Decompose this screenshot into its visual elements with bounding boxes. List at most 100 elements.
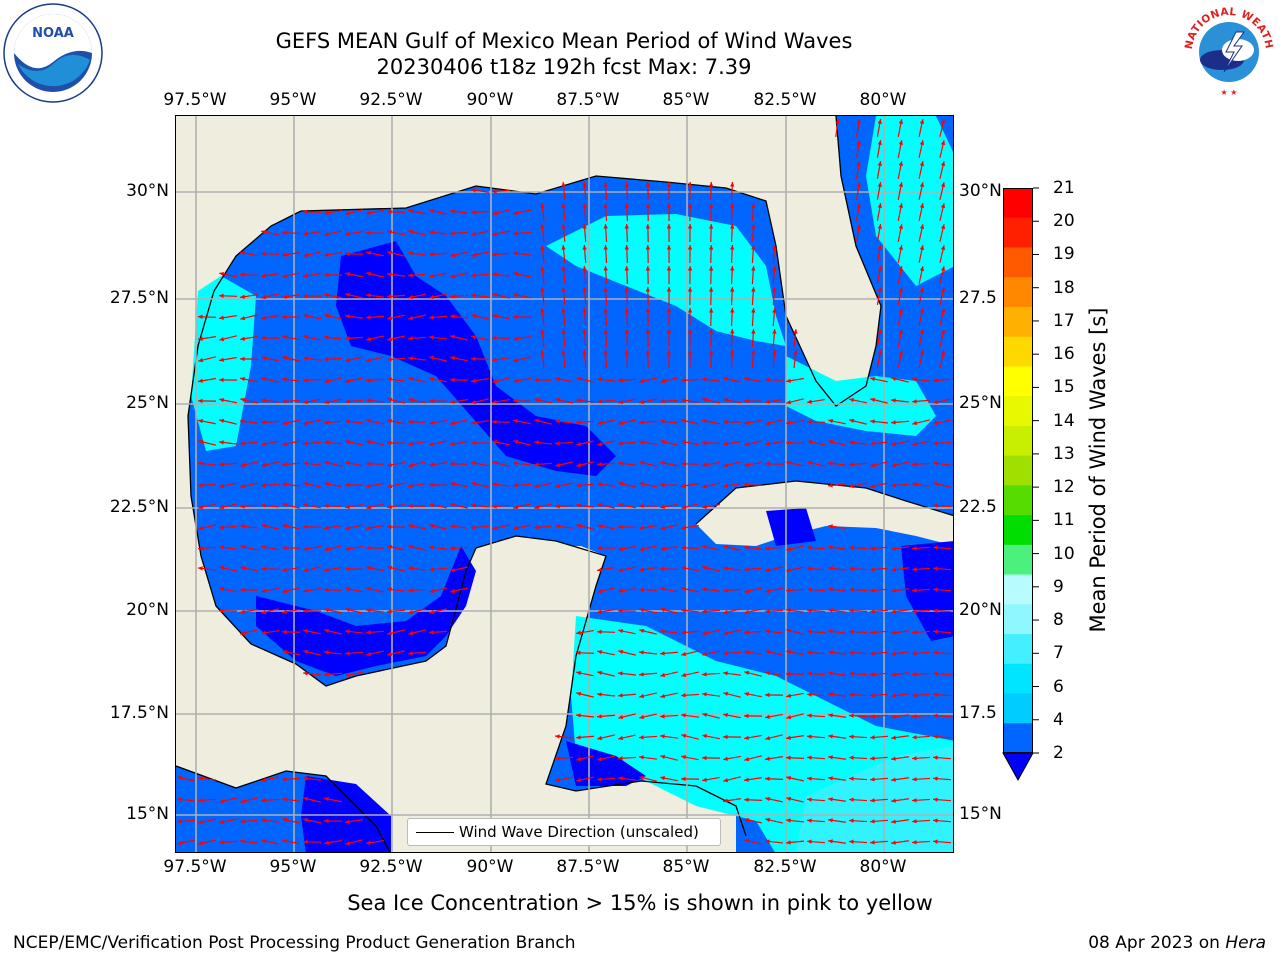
wave-direction-arrow xyxy=(911,588,931,593)
wave-direction-arrow xyxy=(660,776,678,782)
colorbar-tick-label: 21 xyxy=(1053,178,1075,198)
wave-direction-arrow xyxy=(939,119,946,137)
wave-direction-arrow xyxy=(751,244,756,264)
wave-direction-arrow xyxy=(324,313,342,320)
colorbar-swatch xyxy=(1003,544,1033,576)
wave-direction-arrow xyxy=(765,629,783,634)
wave-direction-arrow xyxy=(471,251,489,258)
wave-direction-arrow xyxy=(730,265,735,285)
wave-direction-arrow xyxy=(764,461,784,467)
wave-direction-arrow xyxy=(218,545,238,550)
wave-direction-arrow xyxy=(723,629,741,636)
wave-direction-arrow xyxy=(260,420,280,425)
wave-direction-arrow xyxy=(491,504,511,509)
wave-direction-arrow xyxy=(219,398,237,404)
wave-direction-arrow xyxy=(828,524,846,529)
wave-direction-arrow xyxy=(849,397,867,404)
wave-direction-arrow xyxy=(891,777,909,782)
wave-direction-arrow xyxy=(282,419,300,426)
wave-direction-arrow xyxy=(282,335,300,341)
period-zone-below-2 xyxy=(901,541,953,641)
wave-direction-arrow xyxy=(597,419,615,426)
wave-direction-arrow xyxy=(785,840,805,845)
wave-direction-arrow xyxy=(261,314,279,320)
wave-direction-arrow xyxy=(407,419,427,425)
wave-direction-arrow xyxy=(554,504,574,509)
wave-direction-arrow xyxy=(261,356,279,362)
wave-direction-arrow xyxy=(687,202,693,222)
wave-direction-arrow xyxy=(687,265,693,285)
wave-direction-arrow xyxy=(513,335,531,341)
wave-direction-arrow xyxy=(387,503,405,509)
wave-direction-arrow xyxy=(701,672,721,677)
wave-direction-arrow xyxy=(533,377,553,383)
wave-direction-arrow xyxy=(743,482,763,488)
wave-direction-arrow xyxy=(806,419,826,425)
wave-direction-arrow xyxy=(561,307,566,327)
wave-direction-arrow xyxy=(618,502,636,509)
wave-direction-arrow xyxy=(806,797,826,802)
wave-direction-arrow xyxy=(218,293,238,299)
wave-direction-arrow xyxy=(687,328,693,348)
wave-direction-arrow xyxy=(324,545,342,552)
wave-direction-arrow xyxy=(582,223,587,243)
wave-direction-arrow xyxy=(666,265,672,285)
wave-direction-arrow xyxy=(765,671,783,677)
wave-direction-arrow xyxy=(933,461,951,466)
wave-direction-arrow xyxy=(324,566,342,572)
wave-direction-arrow xyxy=(218,377,238,383)
wave-direction-arrow xyxy=(323,672,343,677)
wave-direction-arrow xyxy=(303,231,321,236)
wave-direction-arrow xyxy=(261,523,279,530)
wave-direction-arrow xyxy=(828,797,846,802)
wave-direction-arrow xyxy=(575,735,595,740)
wave-direction-arrow xyxy=(218,462,238,467)
wave-direction-arrow xyxy=(344,314,364,319)
wave-direction-arrow xyxy=(638,440,658,445)
wave-direction-arrow xyxy=(324,796,342,803)
wave-direction-arrow xyxy=(751,349,756,369)
wave-direction-arrow xyxy=(939,350,946,368)
wave-direction-arrow xyxy=(408,482,426,488)
wave-direction-arrow xyxy=(450,334,468,341)
wave-direction-arrow xyxy=(260,398,280,403)
wave-direction-arrow xyxy=(576,670,594,677)
wave-direction-arrow xyxy=(785,818,805,823)
wave-direction-arrow xyxy=(638,735,658,740)
wave-direction-arrow xyxy=(512,483,532,488)
wave-direction-arrow xyxy=(197,776,217,781)
wave-direction-arrow xyxy=(303,796,321,803)
wave-direction-arrow xyxy=(855,161,861,179)
wave-direction-arrow xyxy=(261,273,279,278)
wave-direction-arrow xyxy=(723,397,741,404)
wave-direction-arrow xyxy=(513,503,531,510)
colorbar-tick-label: 15 xyxy=(1053,377,1075,398)
wave-direction-arrow xyxy=(911,377,931,382)
wave-direction-arrow xyxy=(323,503,343,509)
wave-direction-arrow xyxy=(806,692,826,697)
wave-direction-arrow xyxy=(793,349,798,369)
wave-direction-arrow xyxy=(806,734,826,739)
wave-direction-arrow xyxy=(281,545,301,551)
wave-direction-arrow xyxy=(198,524,216,531)
colorbar-tick-label: 11 xyxy=(1053,510,1075,531)
wave-direction-arrow xyxy=(828,629,846,634)
wave-direction-arrow xyxy=(876,119,882,137)
wave-direction-arrow xyxy=(897,140,904,158)
wave-direction-arrow xyxy=(261,229,279,236)
wave-direction-arrow xyxy=(687,307,693,327)
lon-tick-top: 90°W xyxy=(466,90,514,110)
wave-direction-arrow xyxy=(218,440,238,445)
wave-direction-arrow xyxy=(680,630,700,635)
wave-direction-arrow xyxy=(366,251,384,257)
wave-direction-arrow xyxy=(660,460,678,467)
wave-direction-arrow xyxy=(282,502,300,509)
wave-direction-arrow xyxy=(624,265,629,285)
wave-direction-arrow xyxy=(323,440,343,445)
lat-tick-right: 27.5 xyxy=(959,288,997,308)
wave-direction-arrow xyxy=(561,328,566,348)
wave-direction-arrow xyxy=(471,230,489,237)
wave-direction-arrow xyxy=(723,608,741,615)
wave-direction-arrow xyxy=(492,230,510,237)
wave-direction-arrow xyxy=(260,798,280,803)
